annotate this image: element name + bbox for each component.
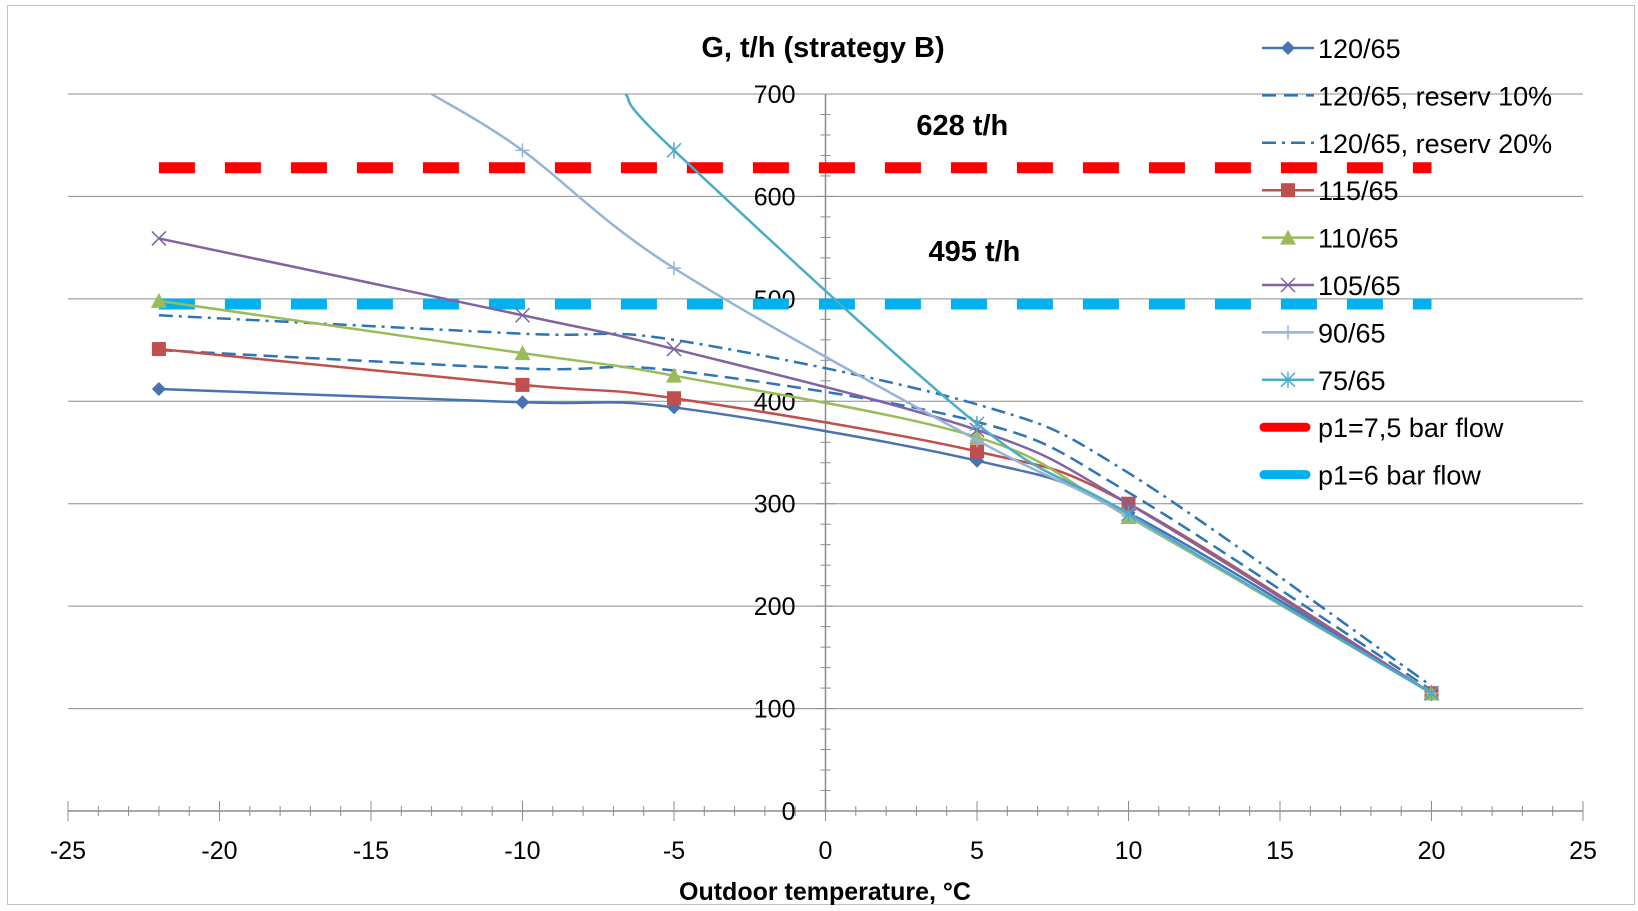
annotation-label: 495 t/h [929, 236, 1021, 268]
legend: 120/65 120/65, reserv 10% 120/65, reserv 2… [1259, 34, 1552, 491]
x-tick-label: -10 [504, 837, 540, 865]
legend-item: 110/65 [1262, 224, 1399, 254]
legend-item: p1=6 bar flow [1259, 461, 1481, 491]
y-tick-label: 200 [754, 593, 796, 621]
legend-item: p1=7,5 bar flow [1259, 413, 1504, 443]
legend-item: 75/65 [1262, 366, 1386, 396]
legend-label: 110/65 [1318, 224, 1399, 254]
data-point [514, 307, 531, 323]
series-line [624, 93, 1433, 695]
legend-label: 90/65 [1318, 318, 1386, 348]
series-8 [624, 93, 1440, 702]
data-point [515, 395, 530, 410]
legend-item: 120/65, reserv 20% [1262, 129, 1552, 159]
x-tick-label: 10 [1115, 837, 1143, 865]
legend-item: 90/65 [1262, 318, 1386, 348]
marker-stroke [151, 230, 167, 246]
data-point [515, 143, 530, 158]
data-point [150, 292, 167, 308]
chart-title: G, t/h (strategy B) [701, 32, 944, 64]
legend-label: p1=7,5 bar flow [1318, 413, 1504, 443]
x-tick-label: 15 [1266, 837, 1294, 865]
legend-label: 75/65 [1318, 366, 1386, 396]
series-line [158, 237, 1433, 695]
y-tick-label: 700 [754, 81, 796, 109]
data-point [1423, 685, 1440, 702]
legend-label: 120/65, reserv 20% [1318, 129, 1552, 159]
data-point [970, 433, 984, 448]
series-line [158, 313, 1433, 688]
legend-label: 105/65 [1318, 271, 1401, 301]
x-tick-label: -20 [201, 837, 237, 865]
legend-item: 120/65 [1262, 34, 1401, 64]
data-point [151, 230, 167, 246]
data-point [667, 391, 681, 406]
legend-marker [1280, 371, 1296, 388]
series-line [158, 348, 1433, 692]
data-point [970, 444, 984, 459]
data-point [666, 341, 682, 357]
legend-marker [1280, 277, 1296, 293]
marker-stroke [666, 341, 682, 357]
legend-marker [1281, 41, 1295, 55]
x-tick-label: -25 [50, 837, 86, 865]
data-point [1120, 505, 1137, 522]
x-tick-label: 0 [819, 837, 833, 865]
data-point [666, 142, 682, 159]
data-point [151, 342, 166, 357]
legend-marker [1281, 325, 1295, 340]
legend-marker [1280, 229, 1296, 245]
y-tick-label: 100 [754, 696, 796, 724]
legend-label: 115/65 [1318, 176, 1399, 206]
x-tick-label: -5 [663, 837, 685, 865]
x-tick-label: 20 [1418, 837, 1446, 865]
series-1 [151, 381, 1439, 701]
series-2 [158, 348, 1433, 692]
legend-label: p1=6 bar flow [1318, 461, 1481, 491]
y-tick-label: 0 [782, 798, 796, 826]
x-axis-label: Outdoor temperature, °C [679, 878, 971, 906]
annotations: 628 t/h 495 t/h [916, 110, 1020, 268]
data-point [667, 261, 681, 276]
data-point [666, 367, 682, 383]
y-tick-label: 300 [754, 491, 796, 519]
data-point [514, 345, 531, 361]
legend-label: 120/65 [1318, 34, 1401, 64]
marker-stroke [1280, 277, 1296, 293]
legend-item: 120/65, reserv 10% [1262, 81, 1552, 111]
legend-item: 115/65 [1262, 176, 1399, 206]
series-line [158, 387, 1433, 695]
series-line [158, 347, 1433, 695]
x-tick-label: 25 [1569, 837, 1597, 865]
data-point [515, 377, 530, 392]
data-point [969, 415, 985, 432]
y-tick-label: 600 [754, 183, 796, 211]
marker-stroke [514, 307, 531, 323]
series-3 [158, 313, 1433, 688]
legend-label: 120/65, reserv 10% [1318, 81, 1552, 111]
x-tick-label: 5 [970, 837, 984, 865]
data-point [151, 381, 166, 396]
x-tick-label: -15 [353, 837, 389, 865]
legend-marker [1281, 183, 1295, 198]
series-layer [150, 92, 1440, 702]
annotation-label: 628 t/h [916, 110, 1008, 142]
legend-item: 105/65 [1262, 271, 1401, 301]
